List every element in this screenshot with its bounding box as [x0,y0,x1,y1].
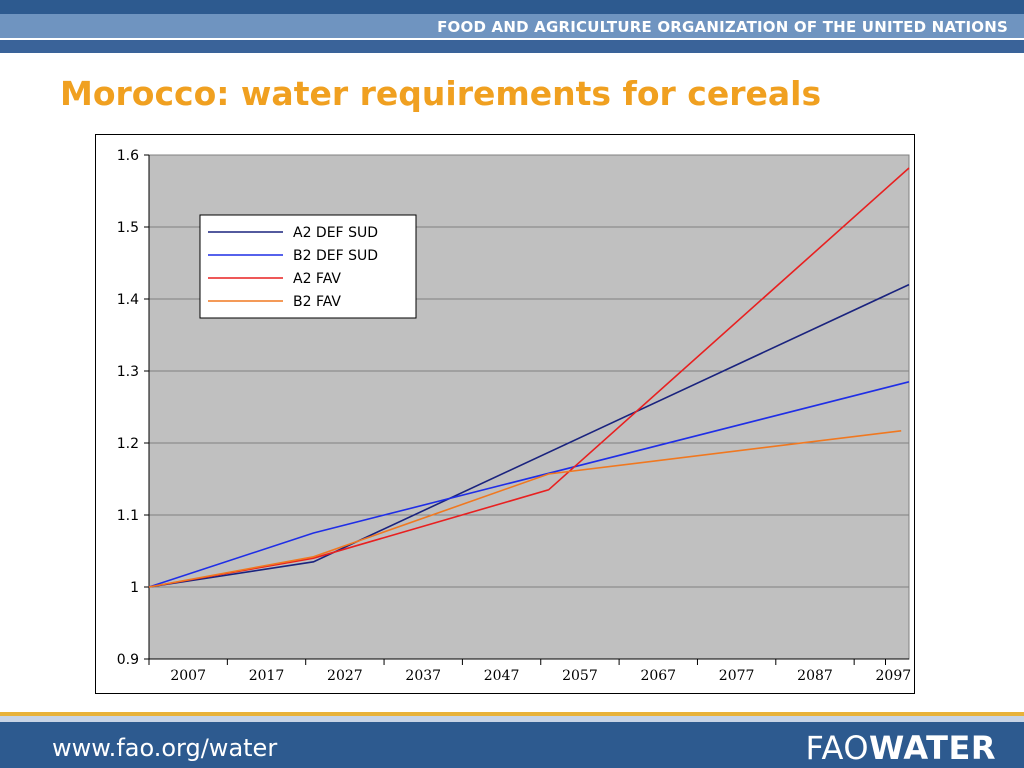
x-tick-label: 2017 [249,668,285,684]
footer-light-line [0,716,1024,722]
y-tick-label: 1.4 [117,292,139,308]
faowater-logo: FAOWATER [806,728,996,768]
org-name: FOOD AND AGRICULTURE ORGANIZATION OF THE… [437,18,1008,36]
footer-url: www.fao.org/water [52,734,278,762]
x-tick-label: 2027 [327,668,363,684]
series-line-b2-def-sud [148,381,910,588]
y-tick-label: 1.2 [117,436,139,452]
y-tick-label: 1.3 [117,364,139,380]
legend-label: A2 FAV [293,271,341,287]
x-tick-label: 2037 [405,668,441,684]
header-stripe-bottom [0,40,1024,53]
x-tick-label: 2047 [484,668,520,684]
y-tick-label: 0.9 [117,652,139,668]
line-chart: 0.9 1 1.1 1.2 1.3 1.4 1.5 1.6 2007 2017 2027 2037 20… [117,148,912,684]
x-tick-label: 2007 [170,668,206,684]
y-tick-label: 1 [130,580,139,596]
y-tick-label: 1.5 [117,220,139,236]
series-line-b2-fav [148,430,902,588]
header-stripe-dark [0,0,1024,14]
legend-label: B2 DEF SUD [293,248,378,264]
slide-title: Morocco: water requirements for cereals [60,74,822,113]
header-band: FOOD AND AGRICULTURE ORGANIZATION OF THE… [0,0,1024,56]
legend-label: A2 DEF SUD [293,225,378,241]
chart-frame: 0.9 1 1.1 1.2 1.3 1.4 1.5 1.6 2007 2017 2027 2037 20… [95,134,915,694]
legend-label: B2 FAV [293,294,341,310]
x-tick-label: 2077 [719,668,755,684]
y-tick-label: 1.1 [117,508,139,524]
header-stripe-mid [0,14,1024,38]
footer-band: www.fao.org/water FAOWATER [0,712,1024,768]
logo-water-text: WATER [869,729,996,767]
x-tick-label: 2097 [876,668,912,684]
x-tick-label: 2067 [640,668,676,684]
logo-fao-text: FAO [805,729,870,767]
y-tick-label: 1.6 [117,148,139,164]
footer-gold-line [0,712,1024,716]
x-tick-label: 2087 [797,668,833,684]
series-line-a2-def-sud [148,283,910,588]
x-tick-label: 2057 [562,668,598,684]
